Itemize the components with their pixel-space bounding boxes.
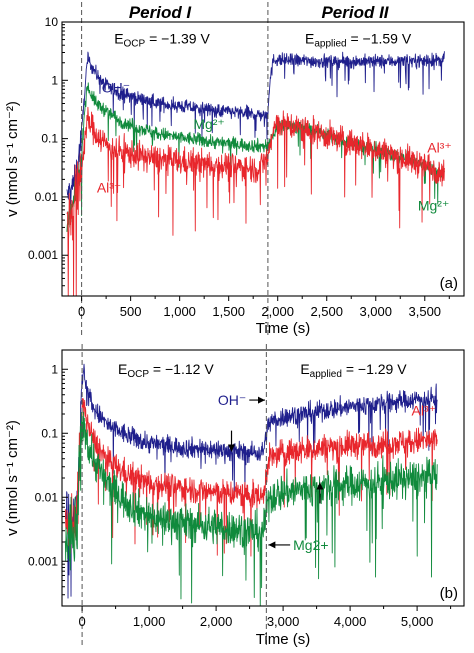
- potential-subscript: OCP: [127, 369, 149, 380]
- period-1-title: Period I: [129, 3, 193, 22]
- y-tick-label: 0.1: [41, 132, 58, 146]
- potential-value: = −1.12 V: [149, 361, 214, 377]
- y-tick-label: 0.01: [35, 190, 59, 204]
- x-tick-label: 1,000: [163, 304, 196, 319]
- series-line: [64, 398, 438, 557]
- y-tick-label: 1: [51, 73, 58, 87]
- x-axis-label: Time (s): [256, 320, 310, 337]
- potential-subscript: OCP: [124, 38, 146, 49]
- x-tick-label: 2,500: [310, 304, 343, 319]
- series-line: [64, 411, 438, 606]
- period-2-title: Period II: [321, 3, 389, 22]
- callout-arrow: [249, 396, 266, 404]
- callout-label: OH⁻: [218, 392, 246, 408]
- potential-subscript: applied: [310, 369, 342, 380]
- series-label: OH⁻: [102, 79, 130, 95]
- potential-symbol: E: [114, 30, 123, 46]
- x-tick-label: 0: [78, 614, 85, 629]
- potential-value: = −1.29 V: [342, 361, 407, 377]
- potential-symbol: E: [305, 30, 314, 46]
- series-line: [64, 363, 438, 599]
- potential-value: = −1.59 V: [347, 30, 412, 46]
- y-tick-label: 0.1: [41, 426, 58, 440]
- series-end-label: Mg²⁺: [418, 198, 450, 214]
- potential-annotation: Eapplied = −1.59 V: [305, 30, 412, 49]
- y-tick-label: 0.01: [35, 490, 59, 504]
- potential-annotation: EOCP = −1.39 V: [114, 30, 210, 49]
- x-tick-label: 3,000: [267, 614, 300, 629]
- x-tick-label: 500: [120, 304, 142, 319]
- series-line: [66, 82, 445, 232]
- x-tick-label: 0: [78, 304, 85, 319]
- x-tick-label: 1,500: [212, 304, 245, 319]
- series-end-label: Al³⁺: [427, 139, 452, 155]
- series-traces: [64, 363, 438, 606]
- x-tick-label: 3,500: [409, 304, 442, 319]
- y-axis-label: v (nmol s⁻¹ cm⁻²): [4, 101, 21, 217]
- potential-annotation: EOCP = −1.12 V: [118, 361, 214, 380]
- series-end-label: Al³⁺: [412, 402, 437, 418]
- panel-a: 0.001 0.01 0.1 1 10 0 500 1,000 1,500 2,000 2,500 3…: [4, 2, 465, 337]
- y-axis-label: v (nmol s⁻¹ cm⁻²): [4, 420, 21, 536]
- y-tick-label: 1: [51, 362, 58, 376]
- y-tick-label: 0.001: [28, 248, 58, 262]
- potential-subscript: applied: [314, 38, 346, 49]
- x-tick-label: 2,000: [261, 304, 294, 319]
- pointer-arrow: [316, 482, 324, 504]
- panel-b: 0.001 0.01 0.1 1 0 1,000 2,000 3,000 4,000 5,000 T…: [4, 344, 465, 648]
- plot-frame: [61, 21, 465, 297]
- series-line: [66, 51, 445, 206]
- panel-label: (a): [440, 275, 458, 292]
- panel-label: (b): [440, 585, 458, 602]
- callout-label: Mg2+: [293, 537, 328, 553]
- callout-arrow: [268, 541, 291, 549]
- x-tick-label: 1,000: [133, 614, 166, 629]
- pointer-arrow: [228, 430, 236, 452]
- x-tick-label: 2,000: [200, 614, 233, 629]
- y-tick-label: 10: [45, 15, 59, 29]
- y-tick-label: 0.001: [28, 554, 58, 568]
- x-tick-label: 5,000: [401, 614, 434, 629]
- series-label: Al³⁺: [97, 179, 122, 195]
- x-axis-label: Time (s): [256, 631, 310, 648]
- potential-annotation: Eapplied = −1.29 V: [300, 361, 407, 380]
- series-label: Mg²⁺: [193, 116, 225, 132]
- potential-value: = −1.39 V: [145, 30, 210, 46]
- x-tick-label: 3,000: [359, 304, 392, 319]
- series-line: [66, 106, 445, 296]
- potential-symbol: E: [118, 361, 127, 377]
- x-tick-label: 4,000: [334, 614, 367, 629]
- series-traces: [66, 51, 445, 296]
- potential-symbol: E: [300, 361, 309, 377]
